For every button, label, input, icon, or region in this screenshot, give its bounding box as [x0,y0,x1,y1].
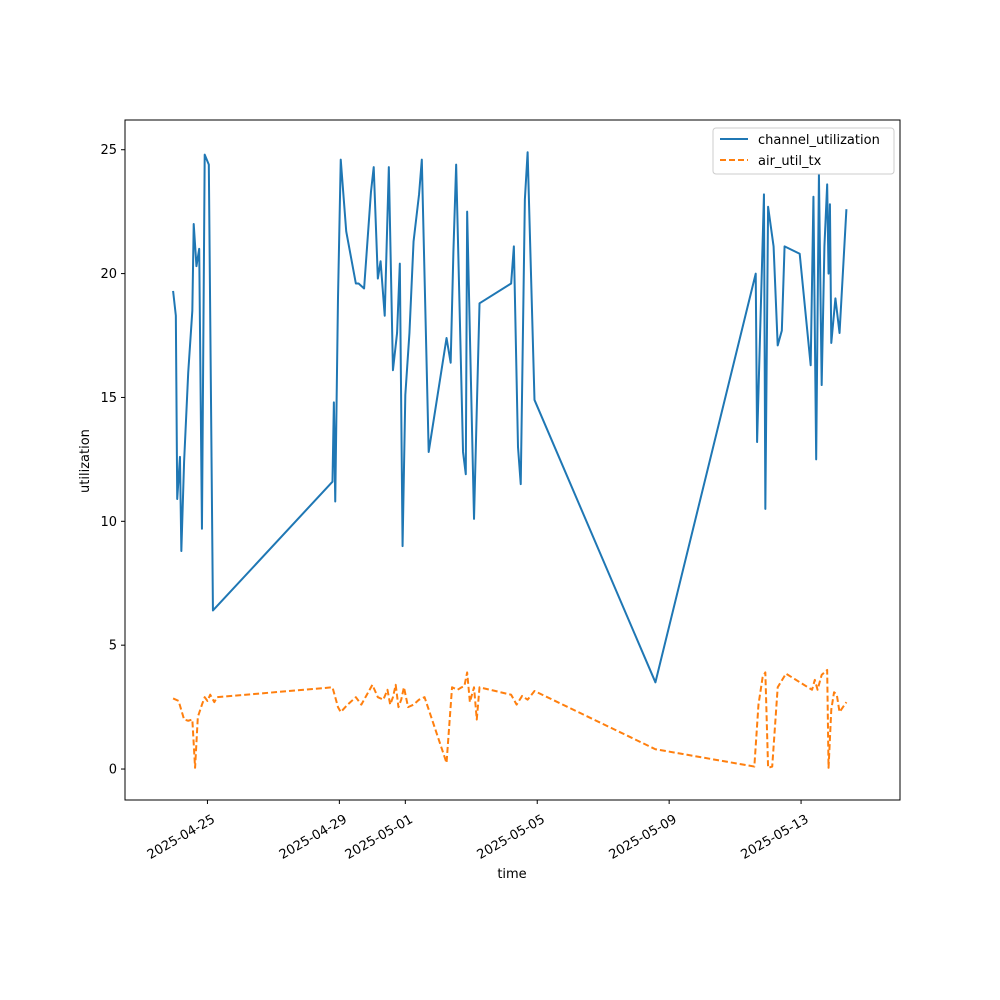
legend-label-air-util-tx: air_util_tx [758,154,822,169]
x-tick-label: 2025-04-25 [145,812,218,863]
y-tick-label: 10 [100,515,117,530]
x-tick-label: 2025-05-13 [739,812,812,863]
y-tick-label: 0 [109,763,117,778]
y-axis-label: utilization [78,429,93,493]
legend-box [712,127,895,175]
y-axis: 0 5 10 15 20 25 [100,143,125,778]
y-tick-label: 20 [100,267,117,282]
legend-label-channel-utilization: channel_utilization [758,133,880,148]
series-line-channel-utilization [172,151,848,684]
y-tick-label: 5 [109,639,117,654]
x-axis-label: time [497,867,526,882]
plot-frame [124,119,901,801]
x-tick-label: 2025-05-05 [475,812,548,863]
y-tick-label: 25 [100,143,117,158]
series-line-air-util-tx [172,668,848,769]
x-tick-label: 2025-04-29 [277,812,350,863]
x-tick-label: 2025-05-01 [343,812,416,863]
legend: channel_utilization air_util_tx [712,127,895,175]
plot-area [172,151,848,769]
y-tick-label: 15 [100,391,117,406]
x-tick-label: 2025-05-09 [607,812,680,863]
